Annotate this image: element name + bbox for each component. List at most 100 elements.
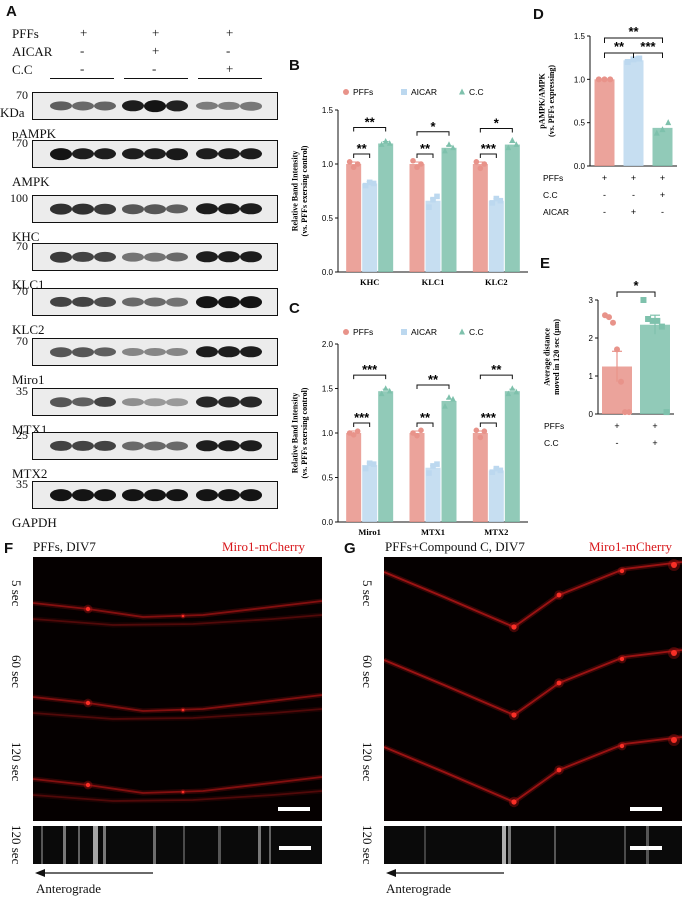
panel-label-c: C [289, 300, 300, 317]
treatment-mark: + [226, 25, 234, 40]
chart-b-kinesin-bands: 0.0 0.5 1.0 1.5 Relative Band Intensity(vs. … [291, 87, 528, 287]
time-label-120s: 120 sec [360, 742, 375, 782]
axon [384, 736, 682, 804]
mitochondria [556, 680, 562, 686]
data-point [434, 193, 440, 200]
blot-band [94, 297, 116, 307]
mitochondria [671, 650, 677, 656]
bar [472, 433, 488, 522]
blot-band [72, 101, 94, 111]
data-point [442, 147, 448, 154]
blot-label: KLC2 [12, 322, 45, 337]
blot-band [240, 148, 262, 160]
chart-d-pampk-ratio: 0.0 0.5 1.0 1.5 pAMPK/AMPK(vs. PFFs expressi… [538, 24, 677, 217]
data-point [505, 390, 512, 397]
data-point [513, 141, 520, 147]
data-point [509, 385, 516, 391]
blot-label: GAPDH [12, 515, 57, 530]
blot-band [240, 346, 262, 358]
direction-label: Anterograde [36, 881, 101, 896]
mitochondria [556, 592, 562, 598]
row-mark: + [631, 207, 636, 217]
data-point [354, 428, 361, 435]
bar [378, 143, 394, 272]
significance-bracket [416, 422, 434, 427]
mitochondria [671, 562, 677, 568]
blot-band [144, 347, 166, 357]
row-mark: + [652, 438, 657, 448]
panel-f-title: PFFs, DIV7 [33, 539, 96, 554]
blot-band [218, 203, 240, 215]
data-point [481, 428, 488, 435]
kymo-time-label: 120 sec [9, 825, 24, 865]
kymograph-streak [63, 826, 66, 864]
blot-band [94, 489, 116, 501]
data-point [459, 328, 465, 335]
blot-band [50, 251, 72, 263]
blot-band [94, 101, 116, 111]
kymograph-streak [153, 826, 156, 864]
blot-band [196, 251, 218, 263]
data-point [366, 179, 373, 186]
data-point [410, 157, 416, 164]
row-mark: + [614, 421, 619, 431]
treatment-mark: + [226, 61, 234, 76]
data-point [645, 316, 652, 322]
data-point [477, 165, 484, 172]
blot-band [144, 204, 166, 214]
significance-label: ** [357, 141, 368, 156]
mw-marker: 35 [16, 384, 28, 398]
data-point [450, 144, 456, 151]
data-point [382, 385, 389, 391]
blot-band [94, 251, 116, 263]
panel-label-a: A [6, 3, 17, 20]
data-point [386, 140, 393, 146]
significance-label: ** [420, 141, 431, 156]
mw-marker: 100 [10, 191, 28, 205]
blot-band [72, 148, 94, 160]
bar [346, 433, 362, 522]
blot-band [72, 489, 94, 501]
blot-band [94, 347, 116, 357]
mitochondria [181, 708, 185, 712]
bar [425, 467, 441, 522]
significance-label: ** [365, 114, 376, 129]
blot-band [50, 296, 72, 308]
significance-bracket [353, 422, 371, 427]
panel-g-kymograph [384, 826, 682, 864]
data-point [446, 394, 452, 400]
data-point [630, 56, 637, 63]
blot-band [166, 441, 188, 451]
panel-g-channel-label: Miro1-mCherry [589, 539, 673, 554]
data-point [430, 463, 436, 469]
y-tick-label: 1.0 [322, 429, 334, 438]
bar [504, 144, 520, 272]
bar [441, 147, 457, 272]
significance-label: * [430, 119, 436, 134]
data-point [601, 76, 608, 83]
blot-band [50, 148, 72, 160]
data-point [607, 76, 614, 83]
bar [441, 400, 457, 522]
data-point [414, 164, 420, 171]
axon [33, 790, 322, 802]
significance-bracket [416, 384, 450, 389]
data-point [649, 317, 656, 324]
bar [504, 391, 520, 522]
legend-label: C.C [469, 87, 484, 97]
kymograph-streak [424, 826, 426, 864]
data-point [426, 204, 432, 210]
y-axis-label: Relative Band Intensity(vs. PFFs exersin… [291, 387, 309, 478]
axon-glow [384, 647, 682, 718]
kda-unit-label: KDa [0, 105, 25, 120]
panel-g-title: PFFs+Compound C, DIV7 [385, 539, 525, 554]
time-label-60s: 60 sec [9, 655, 24, 688]
treatment-mark: + [152, 43, 160, 58]
blot-band [166, 398, 188, 406]
blot-band [196, 296, 218, 308]
bar [425, 200, 441, 272]
data-point [410, 430, 416, 436]
row-label: PFFs [543, 173, 563, 183]
x-tick-label: Miro1 [358, 527, 381, 537]
data-point [386, 387, 393, 394]
